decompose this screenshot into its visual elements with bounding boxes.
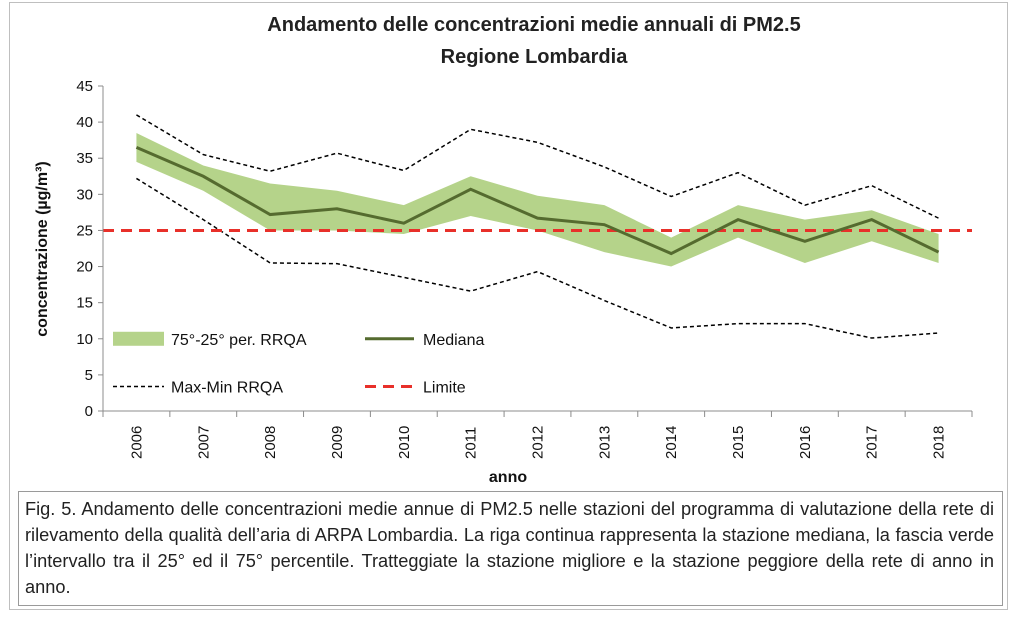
x-tick-label: 2006 <box>128 426 145 459</box>
limit-point <box>135 229 137 231</box>
legend-swatch-band <box>113 331 164 346</box>
x-tick-label: 2014 <box>663 426 680 459</box>
y-tick-label: 35 <box>76 150 93 167</box>
figure-frame: Andamento delle concentrazioni medie ann… <box>9 2 1008 610</box>
legend: 75°-25° per. RRQA Mediana Max-Min RRQA Limi… <box>113 331 484 396</box>
y-axis-ticks: 0 5 10 15 20 25 30 35 40 45 <box>76 78 103 420</box>
y-tick-label: 0 <box>85 403 93 420</box>
chart: Andamento delle concentrazioni medie ann… <box>34 14 973 486</box>
max-point <box>603 166 605 168</box>
y-tick-label: 30 <box>76 186 93 203</box>
chart-subtitle: Regione Lombardia <box>441 46 629 68</box>
y-tick-label: 20 <box>76 259 93 276</box>
y-tick-label: 10 <box>76 331 93 348</box>
x-tick-label: 2013 <box>596 426 613 459</box>
x-axis-label: anno <box>489 469 527 486</box>
x-tick-label: 2007 <box>195 426 212 459</box>
max-line <box>136 114 939 219</box>
plot-area <box>103 114 972 339</box>
chart-title: Andamento delle concentrazioni medie ann… <box>267 14 800 36</box>
legend-label-limit: Limite <box>423 379 466 396</box>
legend-label-maxmin: Max-Min RRQA <box>171 379 283 396</box>
y-tick-label: 25 <box>76 222 93 239</box>
y-tick-label: 5 <box>85 367 93 384</box>
legend-label-median: Mediana <box>423 332 484 349</box>
x-tick-label: 2015 <box>730 426 747 459</box>
x-tick-label: 2009 <box>329 426 346 459</box>
legend-label-band: 75°-25° per. RRQA <box>171 332 307 349</box>
x-tick-label: 2010 <box>396 426 413 459</box>
max-point <box>336 152 338 154</box>
y-axis-label: concentrazione (µg/m³) <box>34 161 51 336</box>
y-tick-label: 45 <box>76 78 93 95</box>
x-tick-label: 2011 <box>463 427 480 459</box>
min-point <box>937 332 939 334</box>
x-tick-label: 2017 <box>864 426 881 459</box>
x-tick-label: 2018 <box>931 426 948 459</box>
x-tick-label: 2016 <box>797 426 814 459</box>
y-tick-label: 15 <box>76 295 93 312</box>
x-tick-label: 2012 <box>530 426 547 459</box>
x-axis-ticks: 2006 2007 2008 2009 2010 2011 2012 2013 2014 2015… <box>102 411 973 459</box>
median-line <box>135 146 940 256</box>
x-tick-label: 2008 <box>262 426 279 459</box>
min-line <box>136 177 939 339</box>
percentile-band <box>136 132 939 267</box>
figure-caption: Fig. 5. Andamento delle concentrazioni m… <box>18 491 1003 606</box>
y-tick-label: 40 <box>76 114 93 131</box>
